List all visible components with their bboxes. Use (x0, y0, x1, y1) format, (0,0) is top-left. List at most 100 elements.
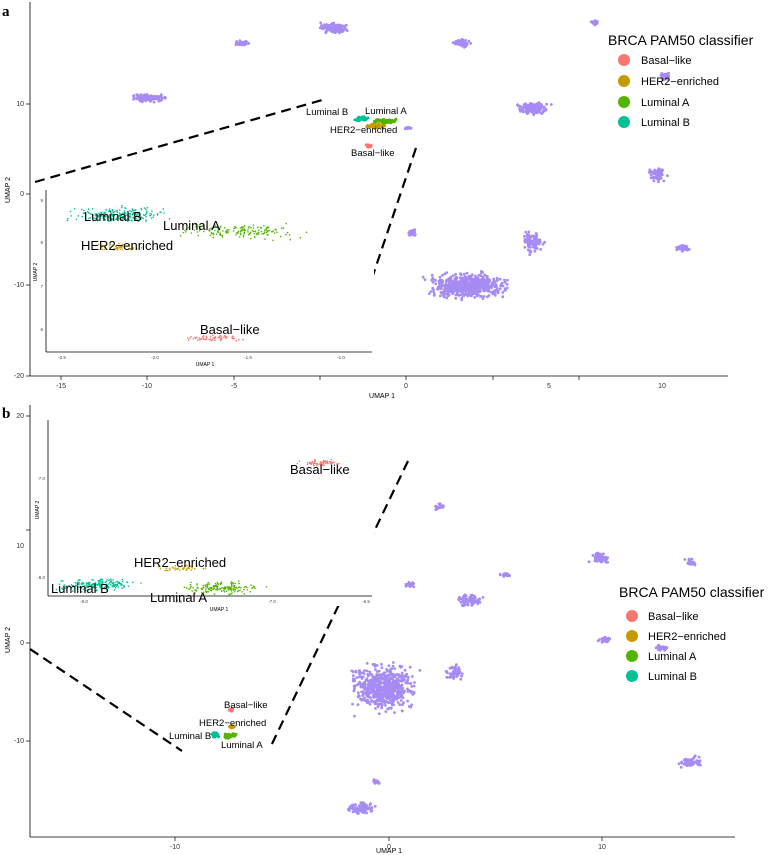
umap-point (394, 674, 397, 678)
inset-point-luminal-b (74, 582, 77, 584)
inset-point-luminal-a (241, 227, 243, 230)
inset-point-basal (205, 335, 208, 338)
inset-point-her2 (101, 246, 103, 248)
umap-point (396, 673, 399, 676)
umap-point (155, 97, 159, 101)
inset-point-her2 (182, 567, 184, 569)
umap-point (491, 291, 494, 294)
umap-point-luminal-a (231, 733, 235, 737)
umap-point-luminal-a (375, 118, 379, 122)
umap-point (235, 40, 239, 43)
inset-point-luminal-a (243, 593, 246, 595)
umap-point (532, 244, 536, 248)
inset-point-luminal-b (144, 214, 146, 217)
umap-point (377, 669, 381, 673)
umap-point (362, 686, 366, 690)
inset-point-luminal-b (133, 214, 136, 216)
umap-point (412, 585, 416, 589)
umap-point (459, 293, 463, 297)
inset-point-luminal-a (233, 591, 236, 593)
panel-a-inset-ytick: 8 (40, 240, 43, 245)
panel-b-xtick: 0 (387, 844, 391, 851)
inset-point-luminal-a (237, 230, 240, 233)
inset-point-luminal-b (145, 215, 147, 218)
umap-point (587, 560, 591, 564)
inset-point-luminal-a (212, 232, 214, 235)
inset-point-luminal-a (289, 238, 292, 241)
inset-point-luminal-a (254, 230, 256, 233)
inset-point-luminal-a (227, 588, 229, 591)
umap-point (466, 603, 470, 607)
inset-point-luminal-a (235, 586, 237, 589)
inset-point-luminal-a (256, 232, 258, 235)
umap-point (244, 42, 248, 46)
inset-point-her2 (130, 248, 132, 251)
umap-point (384, 704, 387, 707)
umap-point (659, 648, 662, 652)
umap-point (401, 686, 404, 690)
inset-point-luminal-a (266, 234, 268, 236)
inset-point-luminal-b (103, 587, 105, 590)
umap-point-her2 (368, 125, 372, 129)
umap-point (486, 289, 490, 293)
umap-point (376, 688, 380, 692)
umap-point (430, 273, 434, 277)
inset-point-luminal-a (264, 238, 266, 240)
inset-point-basal (209, 335, 212, 338)
umap-point (606, 560, 609, 564)
inset-point-luminal-b (112, 583, 115, 585)
umap-point (389, 692, 392, 696)
panel-a-xtick: -15 (56, 383, 66, 390)
inset-point-basal (211, 338, 214, 341)
legend-swatch-her2 (618, 75, 630, 87)
inset-point-luminal-a (206, 586, 208, 589)
inset-point-luminal-b (129, 213, 132, 215)
inset-point-luminal-b (97, 219, 100, 221)
inset-point-basal (330, 461, 332, 464)
umap-point (431, 276, 435, 280)
umap-point (592, 20, 596, 24)
umap-point (322, 26, 326, 29)
inset-point-luminal-a (254, 587, 256, 589)
umap-point (441, 273, 444, 277)
umap-point (480, 271, 483, 275)
inset-point-luminal-b (131, 213, 134, 216)
umap-point (410, 703, 414, 707)
umap-point-luminal-a (386, 119, 390, 123)
panel-a-inset-ytick: 7 (40, 284, 43, 289)
umap-point (479, 295, 482, 298)
umap-point (375, 664, 379, 667)
umap-point (387, 664, 391, 668)
inset-point-luminal-a (202, 584, 204, 587)
umap-point (458, 287, 462, 291)
inset-point-luminal-b (67, 217, 69, 220)
inset-point-luminal-a (235, 234, 237, 236)
umap-point (404, 583, 408, 586)
inset-point-luminal-b (110, 219, 112, 222)
inset-point-her2 (193, 567, 196, 570)
umap-point (380, 702, 383, 705)
inset-point-luminal-a (219, 227, 221, 229)
umap-point (143, 95, 147, 99)
umap-point (433, 292, 436, 296)
inset-point-basal (316, 463, 318, 465)
umap-point (453, 672, 456, 676)
umap-point (386, 690, 390, 694)
inset-point-luminal-a (208, 583, 211, 585)
umap-point (375, 673, 379, 676)
panel-b-inset-label-luminal-b: Luminal B (51, 581, 109, 596)
inset-point-luminal-a (240, 587, 242, 589)
inset-point-luminal-b (116, 209, 118, 212)
inset-point-luminal-b (125, 218, 128, 221)
inset-point-luminal-b (100, 215, 102, 217)
umap-point (493, 291, 497, 294)
umap-point (383, 671, 387, 675)
inset-point-luminal-b (117, 586, 120, 589)
inset-point-luminal-a (202, 586, 205, 589)
inset-point-luminal-b (79, 583, 81, 585)
inset-point-her2 (188, 567, 190, 570)
inset-point-luminal-b (136, 214, 138, 217)
inset-point-luminal-b (123, 211, 126, 214)
inset-point-basal (329, 462, 331, 465)
umap-point (601, 556, 605, 560)
